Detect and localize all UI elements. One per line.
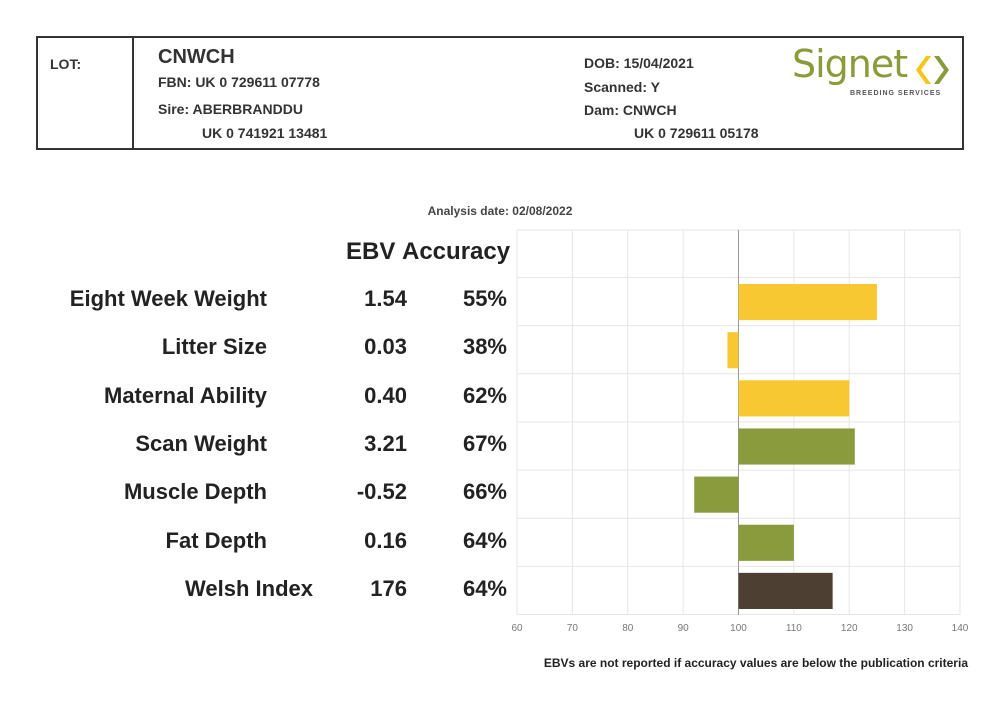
scanned-status: Scanned: Y (584, 79, 660, 95)
ebv-value: 176 (370, 575, 407, 601)
trait-label: Fat Depth (165, 527, 267, 553)
accuracy-value: 55% (462, 286, 507, 311)
chevron-logo-icon (916, 56, 949, 84)
accuracy-column-header: Accuracy (402, 238, 511, 265)
trait-label: Muscle Depth (123, 479, 267, 505)
x-tick-label: 100 (730, 623, 747, 634)
ebv-column-header: EBV (346, 238, 396, 265)
lot-label: LOT: (50, 56, 82, 72)
animal-info-panel: LOT: CNWCH FBN: UK 0 729611 07778 Sire: … (36, 36, 964, 150)
x-tick-label: 120 (841, 623, 858, 634)
ebv-value: 3.21 (364, 430, 407, 456)
bar-5 (738, 524, 794, 561)
bar-1 (727, 332, 739, 369)
animal-name: CNWCH (158, 46, 235, 68)
bar-3 (738, 428, 855, 465)
date-of-birth: DOB: 15/04/2021 (584, 55, 694, 71)
trait-label: Litter Size (161, 334, 267, 360)
bar-2 (738, 380, 850, 417)
trait-label: Maternal Ability (104, 382, 267, 408)
bar-0 (738, 284, 877, 321)
bar-6 (738, 572, 833, 609)
x-tick-label: 130 (896, 623, 913, 634)
accuracy-value: 64% (462, 527, 507, 553)
footnote: EBVs are not reported if accuracy values… (543, 656, 968, 670)
bar-4 (694, 476, 739, 513)
ebv-value: -0.52 (356, 479, 407, 505)
x-tick-label: 110 (786, 623, 802, 634)
accuracy-value: 66% (462, 479, 507, 505)
header-divider (132, 38, 134, 148)
accuracy-value: 62% (462, 382, 507, 408)
accuracy-value: 38% (462, 334, 507, 360)
trait-label: Welsh Index (185, 575, 313, 601)
x-tick-label: 60 (511, 623, 523, 634)
trait-label: Eight Week Weight (69, 286, 267, 311)
accuracy-value: 64% (462, 575, 507, 601)
sire-id: UK 0 741921 13481 (202, 125, 328, 141)
sire-name: Sire: ABERBRANDDU (158, 101, 303, 117)
analysis-date: Analysis date: 02/08/2022 (427, 204, 573, 218)
ebv-value: 1.54 (364, 286, 407, 311)
x-tick-label: 140 (952, 623, 969, 634)
trait-label: Scan Weight (135, 430, 267, 456)
ebv-value: 0.16 (364, 527, 407, 553)
logo-subtext: BREEDING SERVICES (850, 90, 942, 97)
accuracy-value: 67% (462, 430, 507, 456)
ebv-value: 0.03 (364, 334, 407, 360)
dam-name: Dam: CNWCH (584, 102, 677, 118)
fbn-number: FBN: UK 0 729611 07778 (158, 74, 320, 90)
signet-logo: Signet BREEDING SERVICES (792, 42, 952, 102)
x-tick-label: 80 (622, 623, 634, 634)
x-tick-label: 70 (567, 623, 579, 634)
dam-id: UK 0 729611 05178 (634, 125, 759, 141)
logo-wordmark: Signet (792, 42, 908, 86)
x-tick-label: 90 (678, 623, 690, 634)
ebv-value: 0.40 (364, 382, 407, 408)
